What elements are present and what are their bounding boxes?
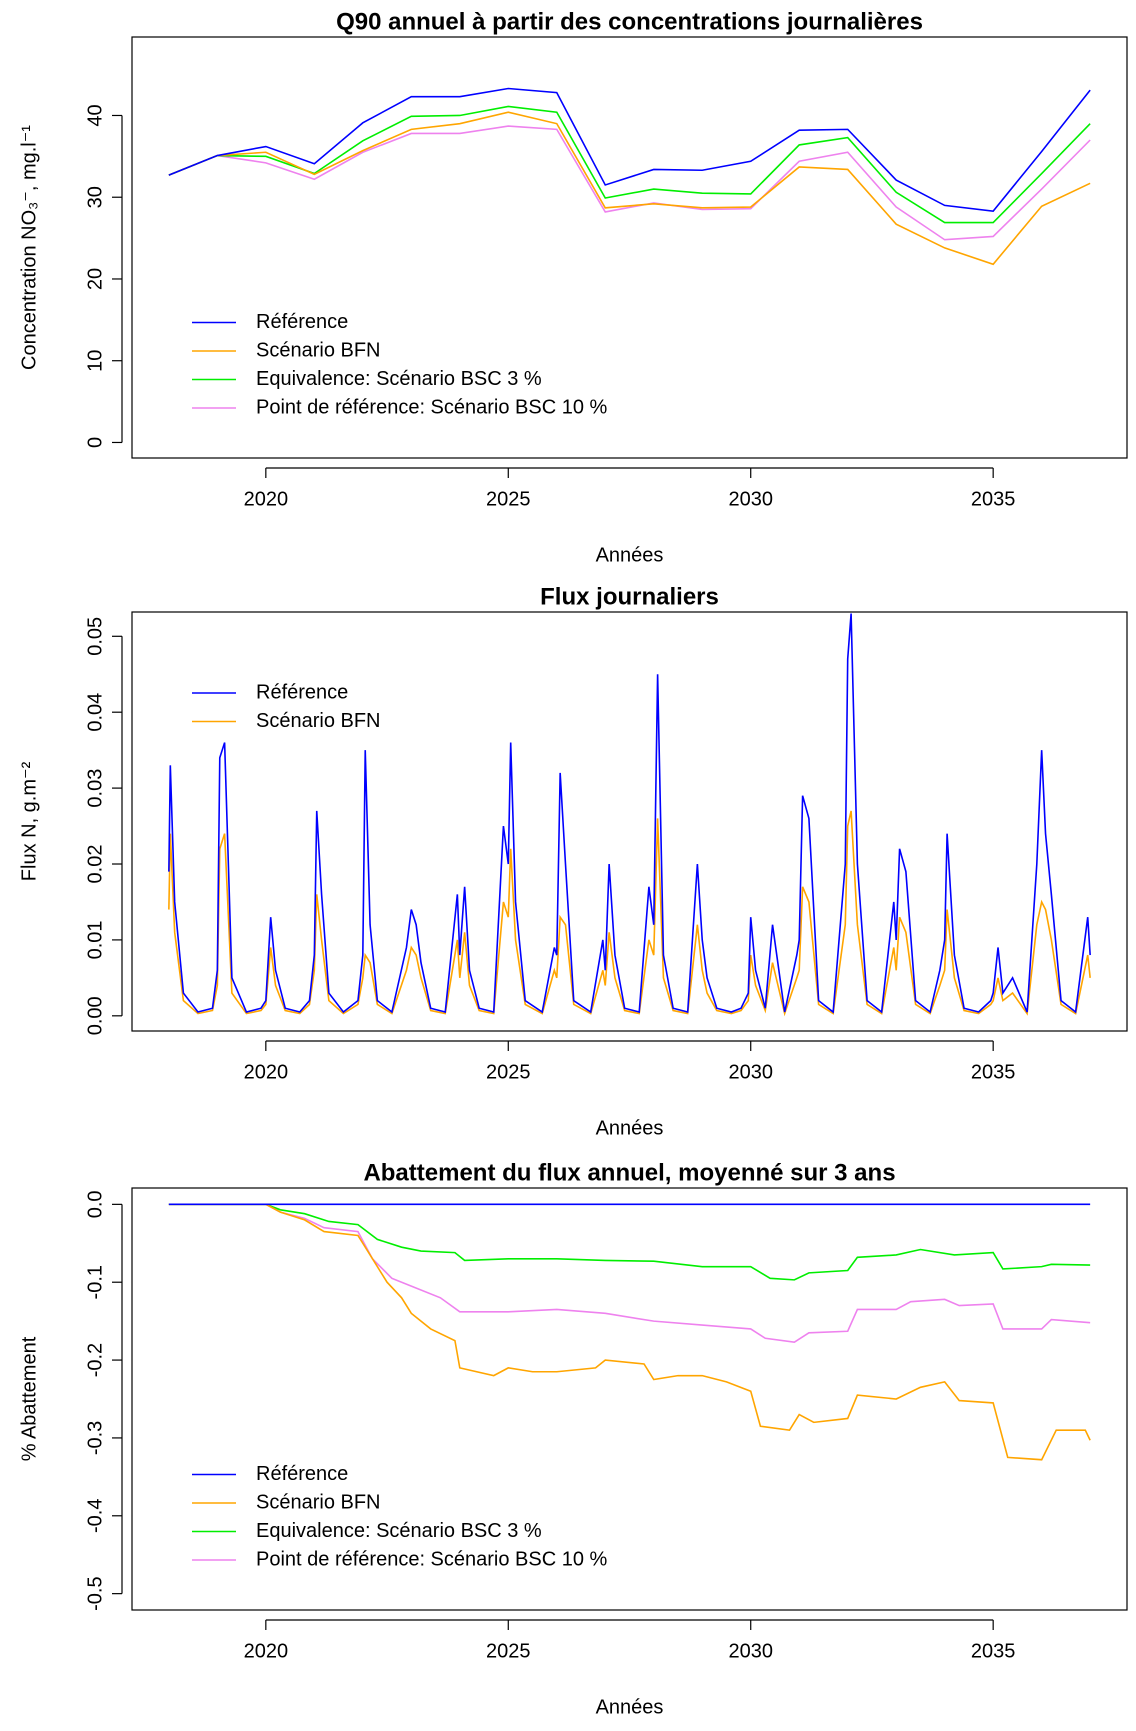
y-tick-label: 0.03: [84, 769, 106, 808]
chart-title: Q90 annuel à partir des concentrations j…: [336, 8, 923, 35]
legend-label: Equivalence: Scénario BSC 3 %: [256, 368, 542, 390]
y-tick-label: 10: [84, 350, 106, 372]
y-tick-label: 0.0: [84, 1190, 106, 1218]
y-tick-label: 30: [84, 186, 106, 208]
y-tick-label: 0.05: [84, 617, 106, 656]
chart-title: Flux journaliers: [540, 583, 719, 610]
legend-label: Point de référence: Scénario BSC 10 %: [256, 1548, 608, 1570]
legend-label: Référence: [256, 1463, 348, 1485]
y-axis-label: Flux N, g.m⁻²: [18, 761, 40, 881]
x-tick-label: 2020: [244, 488, 289, 510]
y-axis-label: % Abattement: [18, 1336, 40, 1461]
series-line: [168, 1203, 1091, 1343]
legend-label: Scénario BFN: [256, 339, 381, 361]
x-tick-label: 2030: [728, 488, 773, 510]
x-tick-label: 2035: [971, 488, 1016, 510]
y-tick-label: 0: [84, 437, 106, 448]
series-line: [168, 105, 1091, 224]
x-tick-label: 2020: [244, 1640, 289, 1662]
series-line: [168, 1203, 1091, 1281]
x-tick-label: 2020: [244, 1061, 289, 1083]
legend-label: Référence: [256, 311, 348, 333]
legend-label: Equivalence: Scénario BSC 3 %: [256, 1520, 542, 1542]
y-tick-label: 40: [84, 104, 106, 126]
y-tick-label: 20: [84, 268, 106, 290]
plot-frame: [131, 1187, 1128, 1611]
x-tick-label: 2035: [971, 1640, 1016, 1662]
legend-label: Scénario BFN: [256, 710, 381, 732]
y-tick-label: 0.00: [84, 996, 106, 1035]
x-axis-label: Années: [596, 1117, 664, 1139]
x-tick-label: 2030: [728, 1640, 773, 1662]
x-axis-label: Années: [596, 1696, 664, 1718]
y-tick-label: 0.01: [84, 920, 106, 959]
y-axis-label: Concentration NO₃⁻, mg.l⁻¹: [18, 125, 40, 370]
legend-label: Point de référence: Scénario BSC 10 %: [256, 396, 608, 418]
x-tick-label: 2035: [971, 1061, 1016, 1083]
series-line: [168, 125, 1091, 241]
y-tick-label: -0.2: [84, 1343, 106, 1377]
series-line: [168, 1203, 1091, 1461]
x-axis-label: Années: [596, 544, 664, 566]
plot-frame: [131, 36, 1128, 459]
legend-label: Scénario BFN: [256, 1491, 381, 1513]
y-tick-label: -0.4: [84, 1499, 106, 1533]
y-tick-label: 0.02: [84, 845, 106, 884]
plot-frame: [131, 611, 1128, 1032]
y-tick-label: -0.5: [84, 1576, 106, 1610]
chart-title: Abattement du flux annuel, moyenné sur 3…: [363, 1159, 895, 1186]
y-tick-label: -0.3: [84, 1421, 106, 1455]
y-tick-label: -0.1: [84, 1265, 106, 1299]
series-line: [168, 111, 1091, 266]
y-tick-label: 0.04: [84, 693, 106, 732]
legend-label: Référence: [256, 681, 348, 703]
series-line: [168, 87, 1091, 212]
x-tick-label: 2025: [486, 1061, 531, 1083]
x-tick-label: 2025: [486, 488, 531, 510]
x-tick-label: 2025: [486, 1640, 531, 1662]
series-line: [168, 613, 1091, 1014]
series-line: [168, 810, 1091, 1017]
x-tick-label: 2030: [728, 1061, 773, 1083]
